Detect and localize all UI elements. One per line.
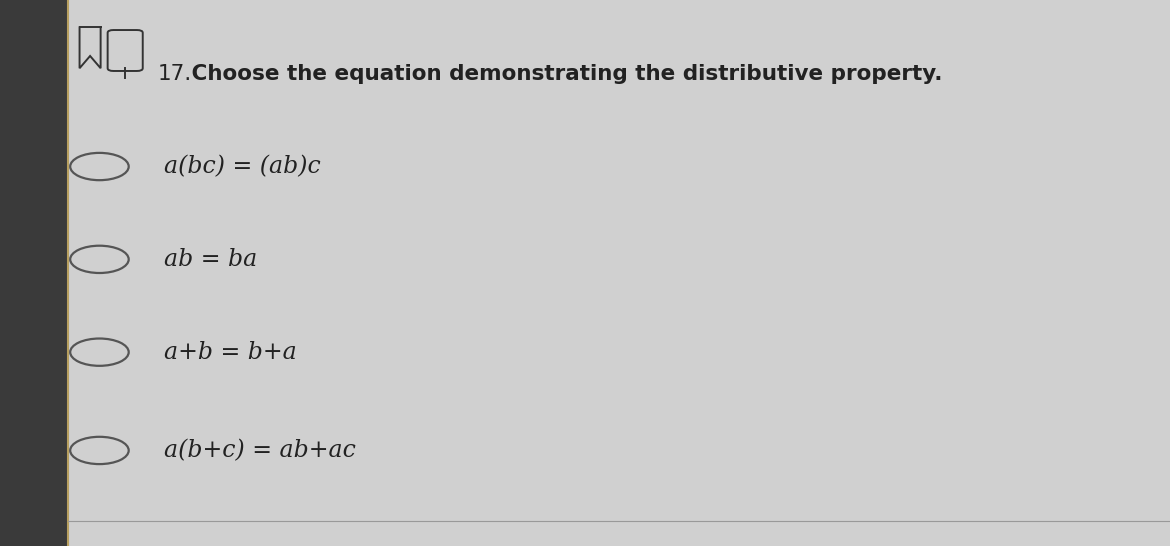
Text: ab = ba: ab = ba bbox=[164, 248, 257, 271]
Text: a+b = b+a: a+b = b+a bbox=[164, 341, 296, 364]
Text: a(b+c) = ab+ac: a(b+c) = ab+ac bbox=[164, 439, 356, 462]
Text: a(bc) = (ab)c: a(bc) = (ab)c bbox=[164, 155, 321, 178]
Text: 17.: 17. bbox=[158, 64, 192, 84]
Text: Choose the equation demonstrating the distributive property.: Choose the equation demonstrating the di… bbox=[184, 64, 942, 84]
Bar bbox=[0, 0, 68, 546]
